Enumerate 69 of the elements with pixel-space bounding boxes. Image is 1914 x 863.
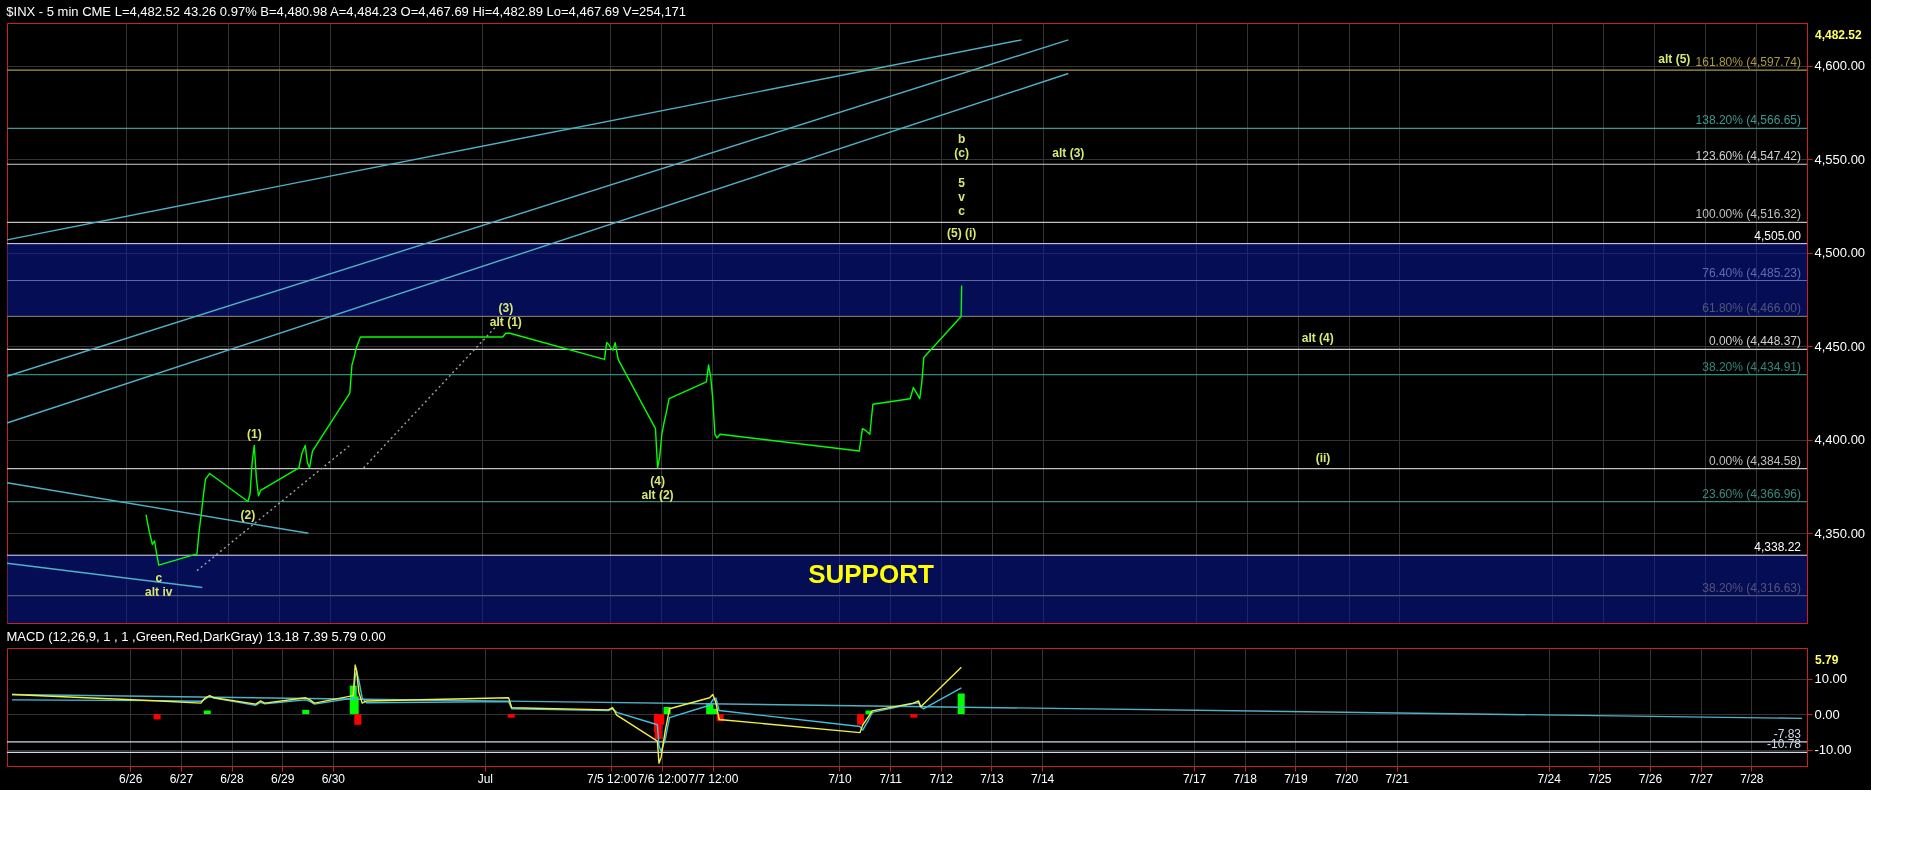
y-tick-label: 4,350.00	[1814, 525, 1866, 541]
annotation: 5	[958, 176, 966, 191]
annotation: c	[155, 571, 163, 586]
ref-line-label: 100.00% (4,516.32)	[1695, 207, 1801, 222]
annotation: (1)	[246, 427, 262, 442]
x-tick-label: 7/27	[1689, 771, 1714, 786]
x-tick-label: 6/26	[119, 771, 143, 786]
annotation: alt (1)	[489, 315, 522, 330]
x-tick-label: 7/18	[1233, 771, 1258, 786]
annotation: (c)	[954, 146, 969, 161]
ref-line-label: 38.20% (4,434.91)	[1702, 359, 1801, 374]
x-tick-label: 7/21	[1385, 771, 1410, 786]
ref-line-label: 4,505.00	[1754, 228, 1802, 243]
ref-line-label: 23.60% (4,366.96)	[1702, 486, 1801, 501]
y-tick-label: 4,500.00	[1814, 245, 1866, 261]
x-tick-label: 7/28	[1740, 771, 1764, 786]
y-tick-label: 4,550.00	[1814, 151, 1866, 167]
ref-line-label: 38.20% (4,316.63)	[1702, 580, 1801, 595]
x-tick-label: 7/26	[1638, 771, 1663, 786]
annotation: (2)	[240, 507, 256, 522]
ref-line-label: 61.80% (4,466.00)	[1702, 301, 1801, 316]
y-tick-label: 4,400.00	[1814, 432, 1866, 448]
x-tick-label: 7/17	[1182, 771, 1207, 786]
chart-title: MACD (12,26,9, 1 , 1 ,Green,Red,DarkGray) 13.18 7.39 5.79 0.00	[6, 629, 386, 644]
x-tick-label: 7/5 12:00	[586, 771, 638, 786]
ref-line-label: 138.20% (4,566.65)	[1695, 113, 1801, 128]
x-tick-label: 7/7 12:00	[688, 771, 739, 786]
y-tick-label: -10.00	[1814, 742, 1852, 758]
annotation: alt (4)	[1301, 331, 1334, 346]
x-tick-label: 7/20	[1334, 771, 1359, 786]
y-tick-label: 10.00	[1814, 671, 1848, 687]
ref-line-label: 123.60% (4,547.42)	[1695, 149, 1801, 164]
x-tick-label: 6/29	[271, 771, 295, 786]
x-tick-label: Jul	[477, 771, 493, 786]
ref-line-label: 161.80% (4,597.74)	[1695, 55, 1801, 70]
annotation: (ii)	[1315, 450, 1331, 465]
annotation: (3)	[498, 301, 514, 316]
x-tick-label: 7/11	[879, 771, 903, 786]
annotation: c	[958, 204, 966, 219]
x-tick-label: 7/24	[1537, 771, 1562, 786]
x-tick-label: 7/12	[929, 771, 954, 786]
y-tick-label: 4,450.00	[1814, 338, 1866, 354]
text: 5.79	[1815, 653, 1839, 667]
annotation: (4)	[650, 473, 665, 488]
ref-line-label: 0.00% (4,448.37)	[1708, 334, 1801, 349]
x-tick-label: 7/19	[1284, 771, 1308, 786]
y-tick-label: 0.00	[1814, 706, 1840, 722]
x-tick-label: 7/25	[1588, 771, 1612, 786]
annotation: alt (5)	[1658, 52, 1691, 67]
x-tick-label: 7/14	[1030, 771, 1055, 786]
ref-line-label: 76.40% (4,485.23)	[1702, 265, 1801, 280]
annotation: b	[957, 132, 966, 147]
x-tick-label: 7/13	[980, 771, 1004, 786]
annotation: alt (2)	[641, 487, 674, 502]
x-tick-label: 7/10	[828, 771, 852, 786]
x-tick-label: 7/6 12:00	[637, 771, 688, 786]
band-label: SUPPORT	[808, 559, 934, 590]
ref-line-label: 4,338.22	[1754, 540, 1802, 555]
annotation: v	[958, 190, 966, 205]
x-tick-label: 6/27	[169, 771, 194, 786]
annotation: alt iv	[145, 585, 173, 600]
text: 4,482.52	[1815, 28, 1863, 42]
annotation: alt (3)	[1052, 146, 1085, 161]
ref-line-label: 0.00% (4,384.58)	[1708, 453, 1801, 468]
annotation: (5) (i)	[946, 225, 977, 240]
x-tick-label: 6/30	[321, 771, 346, 786]
y-tick-label: 4,600.00	[1814, 58, 1866, 74]
x-tick-label: 6/28	[220, 771, 245, 786]
chart-title: $INX - 5 min CME L=4,482.52 43.26 0.97% B=4,480.98 A=4,484.23 O=4,467.69 Hi=4,482.89 Lo=4,467.69 V=254,171	[6, 4, 687, 19]
